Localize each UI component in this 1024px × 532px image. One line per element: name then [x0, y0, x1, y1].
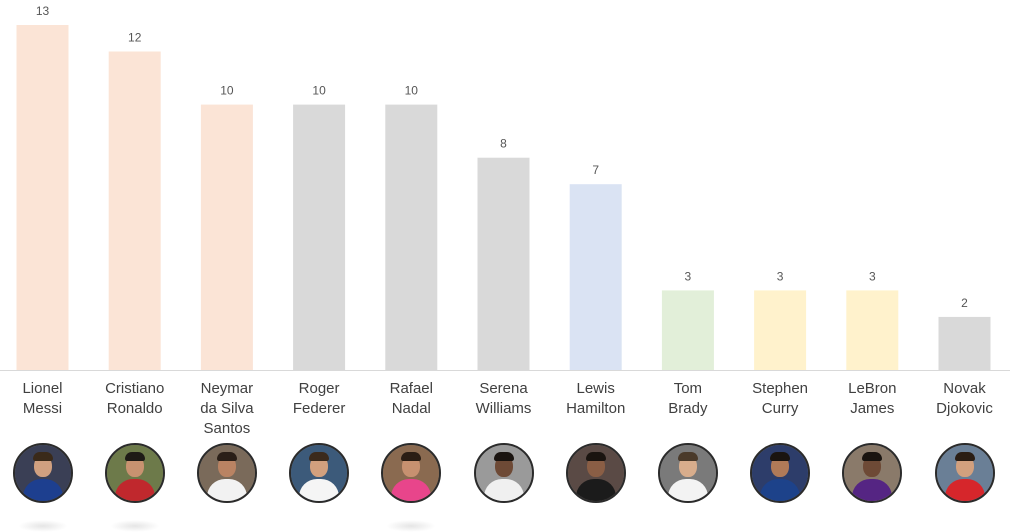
data-label: 10: [220, 84, 234, 98]
photo-shadow: [109, 520, 160, 532]
data-label: 3: [685, 269, 692, 283]
data-label: 3: [777, 269, 784, 283]
bar: [200, 104, 253, 370]
photo-shadow: [17, 520, 68, 532]
category-label: Rafael Nadal: [389, 380, 433, 417]
chart-canvas: 13 12 10 10 10 8 7 3 3 3 2: [0, 4, 1010, 371]
djokovic-photo-icon: [934, 443, 995, 503]
bar: [846, 290, 899, 370]
neymar-photo-icon: [196, 443, 257, 503]
category-label: Lionel Messi: [22, 380, 63, 417]
data-label: 3: [869, 269, 876, 283]
hamilton-photo-icon: [565, 443, 626, 503]
messi-photo-icon: [12, 443, 73, 503]
bar: [293, 104, 346, 370]
data-label: 10: [312, 84, 326, 98]
bar: [569, 184, 622, 370]
data-label: 7: [592, 163, 599, 177]
bar: [754, 290, 807, 370]
photo-shadow: [386, 520, 437, 532]
data-label: 2: [961, 296, 968, 310]
data-label: 12: [128, 31, 142, 45]
bar: [938, 316, 991, 370]
brady-photo-icon: [657, 443, 718, 503]
category-label: Stephen Curry: [752, 380, 809, 417]
category-label: Lewis Hamilton: [566, 380, 626, 417]
bar: [16, 25, 69, 370]
bar: [661, 290, 714, 370]
bar: [477, 157, 530, 370]
category-label: Novak Djokovic: [936, 380, 993, 417]
ronaldo-photo-icon: [104, 443, 165, 503]
bar: [108, 51, 161, 370]
data-label: 10: [405, 84, 419, 98]
federer-photo-icon: [289, 443, 350, 503]
category-label: Roger Federer: [292, 380, 346, 417]
bar: [385, 104, 438, 370]
data-label: 8: [500, 137, 507, 151]
category-label: LeBron James: [848, 380, 897, 417]
category-label: Cristiano Ronaldo: [105, 380, 165, 417]
category-label: Tom Brady: [668, 380, 708, 417]
category-label: Neymar da Silva Santos: [200, 380, 254, 437]
nadal-photo-icon: [381, 443, 442, 503]
curry-photo-icon: [750, 443, 811, 503]
category-label: Serena Williams: [475, 380, 532, 417]
lebron-photo-icon: [842, 443, 903, 503]
serena-photo-icon: [473, 443, 534, 503]
data-label: 13: [36, 4, 50, 18]
